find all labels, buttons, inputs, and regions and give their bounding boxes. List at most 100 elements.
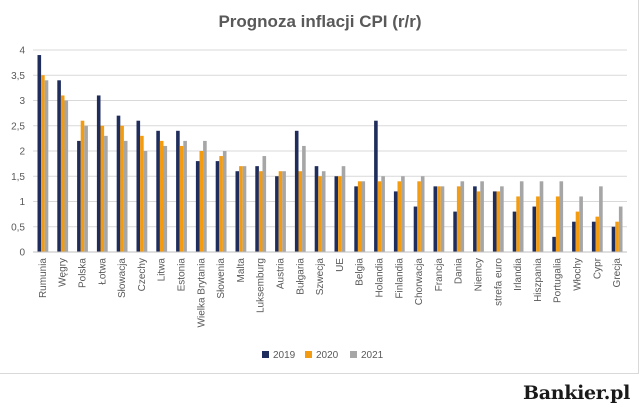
category-label: strefa euro	[493, 258, 504, 306]
bar-2020	[417, 181, 421, 252]
bar-2021	[381, 176, 385, 252]
bar-2019	[334, 176, 339, 252]
category-label: Dania	[454, 258, 465, 285]
category-label: Belgia	[355, 258, 366, 286]
bar-2019	[374, 120, 378, 252]
bar-2021	[480, 181, 484, 252]
bar-2019	[195, 161, 200, 252]
bar-2020	[476, 191, 481, 252]
inflation-bar-chart: Prognoza inflacji CPI (r/r) 0 0,5 1 1,5 2 2,5…	[11, 12, 627, 361]
category-label: Wielka Brytania	[196, 258, 207, 328]
bar-2019	[255, 166, 259, 252]
bar-2019	[473, 186, 477, 252]
category-label: Francja	[434, 258, 445, 292]
bar-2019	[215, 161, 220, 252]
bar-2019	[433, 186, 438, 252]
y-tick-label: 3	[19, 96, 25, 107]
bar-2021	[123, 140, 128, 252]
bar-2020	[595, 216, 600, 252]
category-label: Grecja	[612, 258, 623, 288]
bar-2019	[116, 115, 121, 253]
bar-2020	[555, 196, 560, 252]
y-tick-label: 3,5	[11, 71, 25, 82]
bar-2019	[354, 186, 358, 252]
legend-label: 2020	[316, 350, 339, 361]
bar-2021	[44, 80, 49, 252]
category-label: Czechy	[137, 258, 148, 291]
bar-2019	[37, 55, 42, 252]
bar-2019	[591, 221, 596, 252]
bar-2021	[599, 186, 603, 252]
bar-2021	[64, 100, 69, 252]
bar-2019	[156, 130, 160, 252]
y-tick-label: 2	[19, 147, 25, 158]
chart-title: Prognoza inflacji CPI (r/r)	[218, 12, 421, 31]
x-axis: Rumunia Węgry Polska Łotwa Słowacja Czechy Lit…	[33, 251, 627, 328]
category-label: Estonia	[177, 258, 188, 292]
bar-2019	[136, 120, 141, 252]
bar-2020	[120, 125, 124, 252]
bar-2021	[104, 135, 108, 252]
bar-2021	[143, 151, 148, 252]
category-label: Rumunia	[38, 258, 49, 298]
bar-2020	[377, 181, 382, 252]
bar-2021	[440, 186, 445, 252]
bar-2020	[258, 171, 263, 252]
y-axis: 0 0,5 1 1,5 2 2,5 3 3,5 4	[11, 46, 25, 259]
category-label: Luksemburg	[256, 258, 267, 313]
bar-2020	[159, 140, 164, 252]
bar-2019	[314, 166, 319, 252]
bar-2021	[84, 125, 88, 252]
bar-2019	[532, 206, 537, 252]
bar-2020	[357, 181, 362, 252]
legend-swatch	[350, 351, 357, 358]
y-tick-label: 4	[19, 46, 25, 57]
bar-2020	[437, 186, 441, 252]
bar-2019	[413, 206, 418, 252]
category-label: Bułgaria	[295, 258, 306, 295]
bar-2021	[321, 171, 326, 252]
category-label: Słowenia	[216, 258, 227, 299]
bar-2021	[460, 181, 465, 252]
bar-2021	[420, 176, 425, 252]
bar-2020	[219, 156, 223, 252]
bar-2019	[453, 211, 457, 252]
bar-2020	[100, 125, 105, 252]
bar-2021	[183, 140, 187, 252]
y-tick-label: 1,5	[11, 172, 25, 183]
category-label: Hiszpania	[533, 258, 544, 302]
bar-2020	[80, 120, 85, 252]
legend-label: 2019	[273, 350, 296, 361]
bar-2021	[341, 166, 346, 252]
category-label: Słowacja	[117, 258, 128, 298]
bar-2020	[397, 181, 402, 252]
bar-2019	[572, 221, 576, 252]
chart-frame	[0, 0, 639, 374]
bar-2020	[239, 166, 243, 252]
y-tick-label: 0,5	[11, 222, 25, 233]
bar-2021	[302, 145, 306, 252]
bar-2019	[552, 236, 556, 252]
category-label: Malta	[236, 258, 247, 283]
category-label: UE	[335, 258, 346, 272]
bar-2021	[519, 181, 524, 252]
category-label: Polska	[78, 258, 89, 288]
category-label: Cypr	[592, 257, 603, 279]
category-label: Portugalia	[553, 258, 564, 303]
bar-2021	[539, 181, 544, 252]
bar-2019	[96, 95, 101, 252]
bar-2021	[401, 176, 405, 252]
bar-2020	[318, 176, 322, 252]
category-label: Włochy	[573, 258, 584, 291]
bankier-logo: Bankier.pl	[522, 382, 630, 404]
bar-2021	[203, 140, 207, 252]
bar-2019	[294, 130, 299, 252]
bar-2020	[278, 171, 283, 252]
bar-2019	[492, 191, 497, 252]
bar-2019	[176, 130, 180, 252]
bar-2020	[298, 171, 303, 252]
bar-2019	[611, 226, 616, 252]
y-tick-label: 1	[19, 197, 25, 208]
category-label: Szwecja	[315, 258, 326, 296]
y-tick-label: 0	[19, 248, 25, 259]
